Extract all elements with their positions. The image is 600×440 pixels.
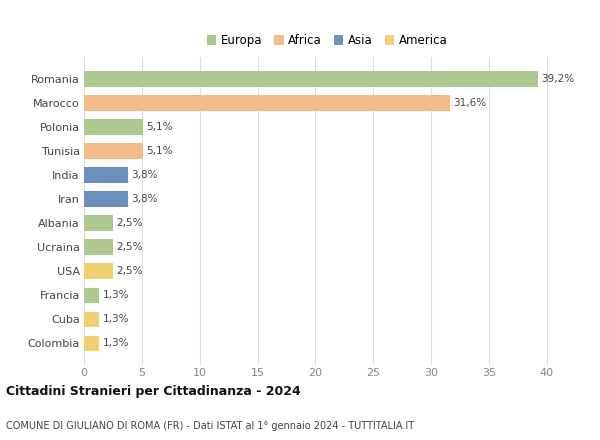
Text: 39,2%: 39,2% xyxy=(541,74,574,84)
Bar xyxy=(84,167,128,183)
Bar xyxy=(84,336,99,351)
Bar xyxy=(84,264,113,279)
Bar xyxy=(84,239,113,255)
Bar xyxy=(84,287,99,303)
Text: 2,5%: 2,5% xyxy=(116,242,143,252)
Text: 1,3%: 1,3% xyxy=(103,290,129,301)
Bar xyxy=(84,119,143,135)
Text: 2,5%: 2,5% xyxy=(116,266,143,276)
Text: 31,6%: 31,6% xyxy=(453,98,486,108)
Text: 2,5%: 2,5% xyxy=(116,218,143,228)
Bar xyxy=(84,143,143,159)
Bar xyxy=(84,95,449,111)
Text: COMUNE DI GIULIANO DI ROMA (FR) - Dati ISTAT al 1° gennaio 2024 - TUTTITALIA.IT: COMUNE DI GIULIANO DI ROMA (FR) - Dati I… xyxy=(6,421,414,431)
Text: 1,3%: 1,3% xyxy=(103,314,129,324)
Bar xyxy=(84,71,538,87)
Text: 3,8%: 3,8% xyxy=(131,170,158,180)
Bar xyxy=(84,216,113,231)
Text: 3,8%: 3,8% xyxy=(131,194,158,204)
Text: Cittadini Stranieri per Cittadinanza - 2024: Cittadini Stranieri per Cittadinanza - 2… xyxy=(6,385,301,398)
Legend: Europa, Africa, Asia, America: Europa, Africa, Asia, America xyxy=(202,29,452,51)
Text: 5,1%: 5,1% xyxy=(146,122,173,132)
Bar xyxy=(84,191,128,207)
Text: 1,3%: 1,3% xyxy=(103,338,129,348)
Bar xyxy=(84,312,99,327)
Text: 5,1%: 5,1% xyxy=(146,146,173,156)
